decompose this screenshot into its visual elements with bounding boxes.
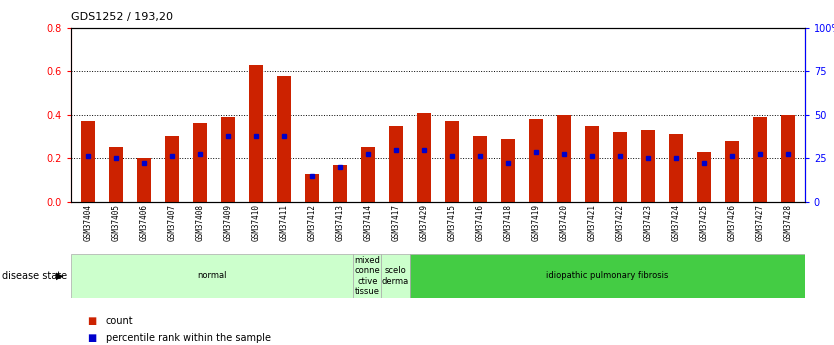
Bar [409,254,805,298]
Bar [361,147,374,202]
Bar [81,121,95,202]
Bar [501,139,515,202]
Bar [781,115,795,202]
Text: count: count [106,316,133,326]
Text: GSM37406: GSM37406 [139,204,148,241]
Bar [193,124,207,202]
Text: ■: ■ [88,316,97,326]
Text: idiopathic pulmonary fibrosis: idiopathic pulmonary fibrosis [546,272,668,280]
Text: GSM37426: GSM37426 [727,204,736,241]
Text: GSM37422: GSM37422 [615,204,625,241]
Text: GSM37421: GSM37421 [587,204,596,241]
Text: GSM37420: GSM37420 [560,204,569,241]
Text: GSM37414: GSM37414 [364,204,372,241]
Text: ■: ■ [88,333,97,343]
Text: ▶: ▶ [56,271,63,281]
Bar [165,137,178,202]
Text: GSM37413: GSM37413 [335,204,344,241]
Bar [137,158,151,202]
Bar [389,126,403,202]
Bar [613,132,627,202]
Text: scelo
derma: scelo derma [382,266,409,286]
Bar [669,134,683,202]
Text: GSM37410: GSM37410 [251,204,260,241]
Text: disease state: disease state [2,271,67,281]
Bar [71,254,353,298]
Text: GSM37411: GSM37411 [279,204,289,241]
Text: GSM37408: GSM37408 [195,204,204,241]
Text: GSM37428: GSM37428 [783,204,792,241]
Text: GSM37405: GSM37405 [111,204,120,241]
Text: normal: normal [198,272,227,280]
Bar [557,115,571,202]
Text: GSM37409: GSM37409 [224,204,232,241]
Bar [641,130,655,202]
Bar [249,65,263,202]
Text: GSM37425: GSM37425 [700,204,708,241]
Text: GSM37418: GSM37418 [504,204,512,241]
Text: percentile rank within the sample: percentile rank within the sample [106,333,271,343]
Text: GSM37427: GSM37427 [756,204,765,241]
Text: GSM37416: GSM37416 [475,204,485,241]
Bar [529,119,543,202]
Bar [473,137,487,202]
Bar [725,141,739,202]
Text: GSM37423: GSM37423 [644,204,652,241]
Text: mixed
conne
ctive
tissue: mixed conne ctive tissue [354,256,380,296]
Text: GDS1252 / 193,20: GDS1252 / 193,20 [71,12,173,22]
Bar [277,76,291,202]
Bar [304,174,319,202]
Bar [417,112,431,202]
Text: GSM37412: GSM37412 [307,204,316,241]
Text: GSM37404: GSM37404 [83,204,93,241]
Bar [333,165,347,202]
Text: GSM37429: GSM37429 [420,204,429,241]
Bar [445,121,459,202]
Bar [353,254,381,298]
Bar [108,147,123,202]
Text: GSM37407: GSM37407 [168,204,176,241]
Text: GSM37415: GSM37415 [447,204,456,241]
Bar [381,254,409,298]
Bar [221,117,234,202]
Text: GSM37419: GSM37419 [531,204,540,241]
Text: GSM37424: GSM37424 [671,204,681,241]
Text: GSM37417: GSM37417 [391,204,400,241]
Bar [753,117,767,202]
Bar [585,126,599,202]
Bar [697,152,711,202]
